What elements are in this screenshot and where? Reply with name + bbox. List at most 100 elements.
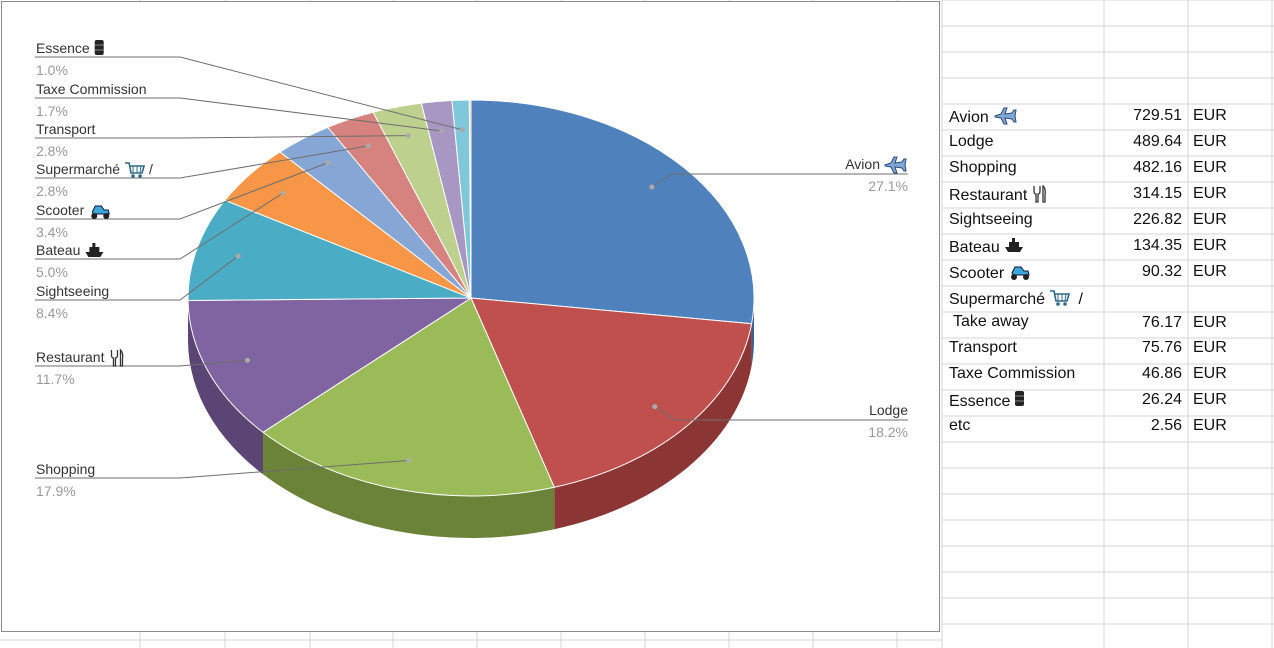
leader-dot [245, 357, 251, 363]
table-cell-value[interactable]: 90.32 [1141, 263, 1182, 280]
leader-dot [280, 190, 286, 196]
row-label: Transport [949, 339, 1017, 356]
table-cell-name[interactable]: Restaurant [949, 184, 1050, 205]
pie-side-2 [263, 432, 555, 538]
table-row[interactable]: Essence 26.24 EUR [945, 388, 1274, 414]
table-cell-currency[interactable]: EUR [1193, 263, 1227, 280]
table-cell-currency[interactable]: EUR [1193, 211, 1227, 228]
table-cell-currency[interactable]: EUR [1193, 391, 1227, 408]
pie-slice-lodge[interactable] [470, 297, 753, 488]
table-row[interactable]: Shopping 482.16 EUR [945, 156, 1274, 182]
scooter-icon [1011, 266, 1030, 280]
leader-line [35, 56, 463, 131]
table-cell-currency[interactable]: EUR [1193, 185, 1227, 202]
pie-slice-restaurant[interactable] [187, 297, 473, 433]
oil-barrel-icon [1015, 391, 1025, 406]
table-cell-name[interactable]: Bateau [949, 237, 1027, 257]
leader-line [654, 406, 908, 421]
row-label: Essence [949, 393, 1011, 410]
pie-slice-avion[interactable] [470, 99, 755, 325]
leader-line [35, 192, 284, 260]
shopping-cart-icon [125, 162, 146, 178]
table-cell-value[interactable]: 489.64 [1133, 133, 1182, 150]
table-cell-name[interactable]: Supermarché / Take away [949, 289, 1083, 331]
table-row[interactable]: Transport 75.76 EUR [945, 336, 1274, 362]
pie-label-name: Lodge [869, 402, 908, 418]
table-cell-name[interactable]: Taxe Commission [949, 365, 1075, 383]
table-row[interactable]: etc 2.56 EUR [945, 414, 1274, 440]
pie-slice-etc[interactable] [468, 99, 472, 299]
table-cell-value[interactable]: 226.82 [1133, 211, 1182, 228]
table-row[interactable]: Restaurant 314.15 EUR [945, 182, 1274, 208]
fork-knife-icon [1033, 184, 1047, 203]
table-cell-currency[interactable]: EUR [1193, 417, 1227, 434]
table-cell-currency[interactable]: EUR [1193, 314, 1227, 331]
leader-line [35, 255, 239, 301]
table-row[interactable]: Scooter 90.32 EUR [945, 260, 1274, 286]
table-cell-name[interactable]: Sightseeing [949, 211, 1033, 229]
scooter-icon [91, 205, 110, 219]
pie-label-0: Avion 27.1% [845, 156, 908, 194]
pie-label-8: Transport 2.8% [36, 121, 96, 159]
shopping-cart-icon [1050, 290, 1071, 306]
table-cell-value[interactable]: 46.86 [1141, 365, 1182, 382]
table-row[interactable]: Supermarché / Take away 76.17 EUR [945, 286, 1274, 336]
pie-label-percent: 2.8% [36, 143, 68, 159]
pie-label-3: Restaurant 11.7% [36, 348, 124, 387]
table-cell-value[interactable]: 729.51 [1133, 107, 1182, 124]
table-row[interactable]: Taxe Commission 46.86 EUR [945, 362, 1274, 388]
row-label: Restaurant [949, 187, 1028, 204]
table-cell-value[interactable]: 482.16 [1133, 159, 1182, 176]
oil-barrel-icon [1015, 391, 1025, 406]
leader-line [35, 145, 369, 179]
row-label-line2: Take away [953, 313, 1029, 330]
table-row[interactable]: Avion 729.51 EUR [945, 104, 1274, 130]
pie-label-percent: 17.9% [36, 483, 76, 499]
pie-label-5: Bateau 5.0% [36, 242, 104, 280]
table-cell-value[interactable]: 76.17 [1141, 314, 1182, 331]
row-label: Supermarché [949, 291, 1046, 308]
table-cell-currency[interactable]: EUR [1193, 133, 1227, 150]
leader-dot [649, 184, 655, 190]
pie-label-name: Essence [36, 40, 90, 56]
leader-line [35, 359, 248, 367]
table-cell-value[interactable]: 314.15 [1133, 185, 1182, 202]
table-cell-currency[interactable]: EUR [1193, 159, 1227, 176]
row-label: Bateau [949, 239, 1000, 256]
table-cell-value[interactable]: 26.24 [1141, 391, 1182, 408]
table-cell-currency[interactable]: EUR [1193, 365, 1227, 382]
table-cell-name[interactable]: Avion [949, 107, 1020, 127]
table-cell-currency[interactable]: EUR [1193, 107, 1227, 124]
table-cell-currency[interactable]: EUR [1193, 339, 1227, 356]
table-cell-currency[interactable]: EUR [1193, 237, 1227, 254]
leader-dot [652, 404, 658, 410]
table-row[interactable]: Lodge 489.64 EUR [945, 130, 1274, 156]
table-cell-name[interactable]: etc [949, 417, 970, 435]
table-row[interactable]: Sightseeing 226.82 EUR [945, 208, 1274, 234]
table-cell-name[interactable]: Scooter [949, 263, 1035, 283]
ship-icon [85, 243, 104, 257]
pie-label-percent: 18.2% [868, 424, 908, 440]
pie-label-name: Taxe Commission [36, 81, 146, 97]
table-cell-value[interactable]: 134.35 [1133, 237, 1182, 254]
pie-chart[interactable]: Essence 1.0% Taxe Commission 1.7% Transport 2… [1, 1, 940, 632]
pie-label-7: Supermarché / 2.8% [36, 161, 153, 199]
table-cell-value[interactable]: 2.56 [1150, 417, 1182, 434]
table-cell-name[interactable]: Transport [949, 339, 1017, 357]
fork-knife-icon [1033, 184, 1047, 203]
table-cell-name[interactable]: Essence [949, 391, 1029, 411]
row-label: Avion [949, 109, 989, 126]
pie-slice-shopping[interactable] [262, 297, 555, 497]
pie-label-name: Avion [845, 156, 880, 172]
shopping-cart-icon [1050, 290, 1071, 306]
leader-dot [235, 253, 241, 259]
table-cell-value[interactable]: 75.76 [1141, 339, 1182, 356]
table-cell-name[interactable]: Shopping [949, 159, 1017, 177]
table-cell-name[interactable]: Lodge [949, 133, 994, 151]
pie-label-percent: 5.0% [36, 264, 68, 280]
table-row[interactable]: Bateau 134.35 EUR [945, 234, 1274, 260]
pie-label-percent: 27.1% [868, 178, 908, 194]
row-label: Lodge [949, 133, 994, 150]
pie-label-name: Shopping [36, 461, 95, 477]
